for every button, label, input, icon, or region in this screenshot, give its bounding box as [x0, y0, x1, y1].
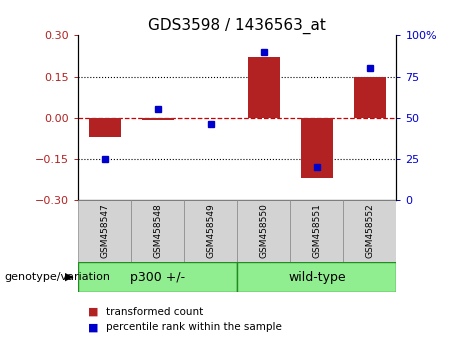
Text: GSM458549: GSM458549 [207, 204, 215, 258]
Bar [237, 200, 290, 262]
Bar [290, 200, 343, 262]
Text: GSM458547: GSM458547 [100, 204, 109, 258]
Text: wild-type: wild-type [288, 270, 346, 284]
Text: transformed count: transformed count [106, 307, 203, 316]
Bar [78, 200, 131, 262]
Text: GSM458548: GSM458548 [154, 204, 162, 258]
Bar [78, 262, 237, 292]
Text: p300 +/-: p300 +/- [130, 270, 185, 284]
Bar [354, 76, 386, 118]
Bar [142, 118, 174, 120]
Bar [184, 200, 237, 262]
Text: genotype/variation: genotype/variation [5, 272, 111, 282]
Title: GDS3598 / 1436563_at: GDS3598 / 1436563_at [148, 18, 326, 34]
Text: percentile rank within the sample: percentile rank within the sample [106, 322, 282, 332]
Text: ■: ■ [88, 322, 98, 332]
Bar [89, 118, 121, 137]
Bar [131, 200, 184, 262]
Bar [248, 57, 280, 118]
Text: ■: ■ [88, 307, 98, 316]
Text: ▶: ▶ [65, 272, 73, 282]
Text: GSM458552: GSM458552 [366, 204, 374, 258]
Bar [301, 118, 333, 178]
Bar [343, 200, 396, 262]
Text: GSM458550: GSM458550 [260, 204, 268, 258]
Bar [237, 262, 396, 292]
Text: GSM458551: GSM458551 [313, 204, 321, 258]
